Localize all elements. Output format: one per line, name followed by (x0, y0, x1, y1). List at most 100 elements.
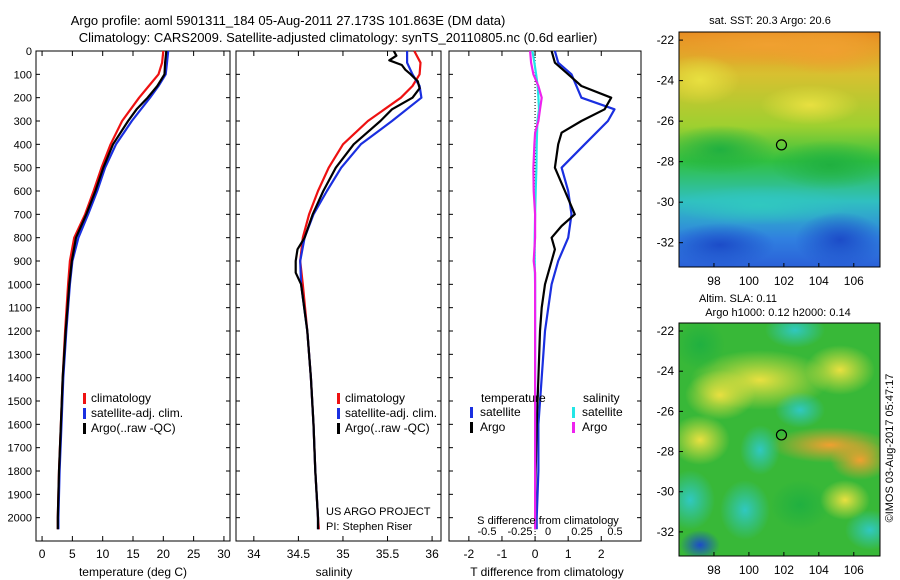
x-tick-label: 2 (598, 547, 605, 561)
series-line-satellite-adj--clim- (57, 50, 170, 530)
legend-label: satellite-adj. clim. (345, 406, 437, 420)
map-y-tick-label: -30 (657, 485, 675, 499)
difference-axes: -2 -1 0 1 2-0.5 -0.25 0 0.25 0.5 (449, 50, 641, 561)
map-x-tick-label: 102 (774, 274, 794, 288)
map-y-tick-label: -22 (657, 324, 675, 338)
legend-swatch (83, 393, 86, 404)
map-x-tick-label: 102 (774, 563, 794, 577)
series-line-climatology (56, 50, 165, 530)
map-y-tick-label: -26 (657, 404, 675, 418)
legend-swatch (83, 408, 86, 419)
x-tick-label: 1 (565, 547, 572, 561)
series-line-argo---raw--qc- (56, 50, 168, 530)
map-x-tick-label: 104 (809, 563, 829, 577)
map-x-tick-label: 100 (739, 274, 759, 288)
salinity-series (294, 50, 423, 530)
y-tick-label: 600 (14, 186, 32, 198)
temperature-series (56, 50, 170, 530)
legend-label: climatology (345, 391, 405, 405)
map-y-tick-label: -32 (657, 236, 675, 250)
sst-map (679, 32, 880, 267)
series-line-argo (529, 50, 543, 530)
temperature-panel (35, 50, 231, 542)
map-y-tick-label: -22 (657, 33, 675, 47)
x-tick-label: 15 (126, 547, 140, 561)
sst-map-title: sat. SST: 20.3 Argo: 20.6 (709, 15, 831, 27)
sla-map-axes: 98 100 102 104 106 -22 -24 -26 -28 -30 -32 (657, 324, 864, 577)
temperature-x-label: temperature (deg C) (79, 565, 187, 579)
y-tick-label: 0 (26, 46, 32, 58)
series-line-satellite-adj--clim- (299, 51, 423, 530)
x-tick-label: -1 (497, 547, 508, 561)
y-tick-label: 1200 (8, 326, 32, 338)
x-tick-label: 34.5 (287, 547, 311, 561)
difference-top-x-label: S difference from climatology (477, 515, 619, 527)
x-tick-label: 35 (336, 547, 350, 561)
y-tick-label: 100 (14, 69, 32, 81)
s-diff-tick-label: 0 (545, 526, 551, 538)
map-y-tick-label: -28 (657, 155, 675, 169)
legend-swatch (337, 408, 340, 419)
map-x-tick-label: 98 (707, 274, 721, 288)
legend-label: Argo (480, 420, 506, 434)
map-y-tick-label: -24 (657, 364, 675, 378)
s-diff-tick-label: 0.5 (607, 526, 622, 538)
x-tick-label: 34 (247, 547, 261, 561)
y-tick-label: 300 (14, 116, 32, 128)
salinity-panel (235, 50, 442, 542)
legend-swatch (83, 423, 86, 434)
legend-label: satellite (480, 405, 521, 419)
series-line-climatology (299, 50, 422, 530)
map-x-tick-label: 100 (739, 563, 759, 577)
x-tick-label: 10 (96, 547, 110, 561)
legend-label: Argo (582, 420, 608, 434)
project-label: US ARGO PROJECT (326, 506, 431, 518)
difference-series (529, 50, 616, 530)
sla-map (679, 323, 880, 556)
title-line-2: Climatology: CARS2009. Satellite-adjuste… (79, 30, 598, 45)
y-tick-label: 1400 (8, 373, 32, 385)
map-y-tick-label: -24 (657, 74, 675, 88)
legend-swatch (572, 422, 575, 433)
float-position-marker (775, 139, 788, 151)
title-line-1: Argo profile: aoml 5901311_184 05-Aug-20… (71, 13, 506, 28)
y-tick-label: 900 (14, 256, 32, 268)
map-x-tick-label: 98 (707, 563, 721, 577)
y-tick-label: 200 (14, 93, 32, 105)
map-x-tick-label: 106 (844, 563, 864, 577)
y-tick-label: 1500 (8, 396, 32, 408)
y-tick-label: 1600 (8, 419, 32, 431)
x-tick-label: 5 (69, 547, 76, 561)
series-line-argo---raw--qc- (294, 50, 421, 530)
legend-label: satellite-adj. clim. (91, 406, 183, 420)
series-line-satellite (535, 50, 616, 530)
y-tick-label: 2000 (8, 513, 32, 525)
series-line-argo (533, 50, 613, 530)
legend-group-salinity: salinity (583, 391, 620, 405)
s-diff-tick-label: -0.25 (507, 526, 532, 538)
map-x-tick-label: 106 (844, 274, 864, 288)
map-x-tick-label: 104 (809, 274, 829, 288)
pi-label: PI: Stephen Riser (326, 521, 413, 533)
s-diff-tick-label: -0.5 (478, 526, 497, 538)
sla-map-title: Altim. SLA: 0.11 (699, 293, 777, 305)
temperature-axes: 0 5 10 15 20 25 300100200300400500600700800900… (8, 46, 231, 561)
legend-swatch (337, 423, 340, 434)
x-tick-label: -2 (464, 547, 475, 561)
y-tick-label: 700 (14, 209, 32, 221)
s-diff-tick-label: 0.25 (571, 526, 592, 538)
difference-legend: temperature salinitysatelliteArgosatellit… (470, 391, 623, 434)
y-tick-label: 1300 (8, 349, 32, 361)
x-tick-label: 20 (157, 547, 171, 561)
legend-group-temperature: temperature (481, 391, 546, 405)
map-y-tick-label: -28 (657, 445, 675, 459)
salinity-x-label: salinity (316, 565, 353, 579)
difference-panel (448, 50, 642, 542)
map-y-tick-label: -32 (657, 525, 675, 539)
y-tick-label: 1700 (8, 443, 32, 455)
legend-swatch (337, 393, 340, 404)
difference-x-label: T difference from climatology (470, 565, 624, 579)
